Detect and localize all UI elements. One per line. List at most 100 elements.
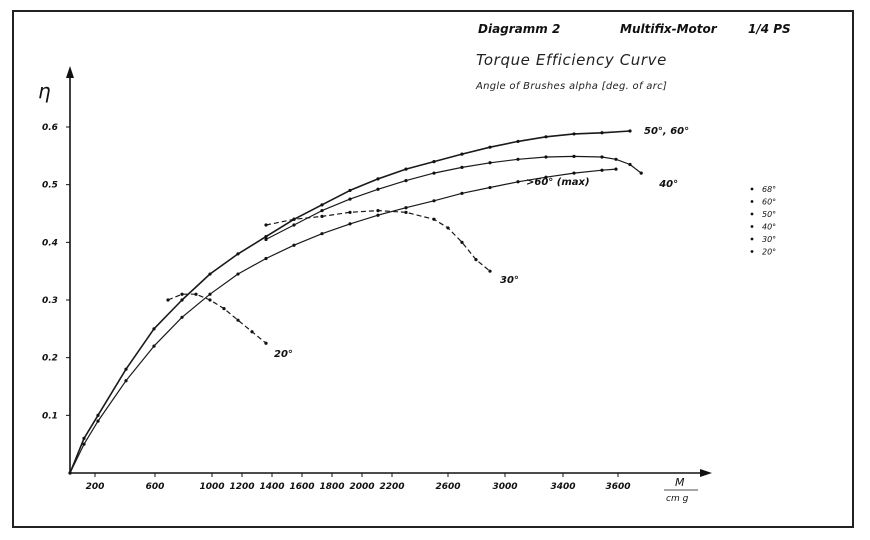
- data-point: [572, 154, 576, 159]
- legend-marker: [750, 212, 754, 216]
- curve-label: 30°: [500, 275, 519, 286]
- curve-line: [265, 210, 491, 272]
- legend-marker: [750, 187, 754, 191]
- chart-title: Torque Efficiency Curve: [476, 51, 667, 69]
- data-point: [348, 197, 352, 201]
- data-point: [348, 222, 352, 226]
- data-point: [544, 155, 548, 159]
- y-tick-label: 0.1: [42, 411, 58, 421]
- curve-line: [265, 155, 642, 240]
- data-point: [474, 258, 478, 262]
- x-tick-label: 2000: [349, 482, 374, 492]
- diagram-number: Diagramm 2: [478, 22, 561, 36]
- data-point: [488, 185, 492, 190]
- legend-item: 50°: [762, 210, 776, 219]
- x-tick-label: 1200: [229, 482, 254, 492]
- x-tick-label: 2200: [379, 482, 404, 492]
- x-tick-label: 1400: [259, 482, 284, 492]
- data-point: [516, 180, 520, 184]
- data-point: [446, 226, 450, 230]
- x-tick-label: 3000: [492, 482, 517, 492]
- data-point: [404, 210, 408, 214]
- data-point: [292, 223, 296, 227]
- data-point: [376, 209, 380, 213]
- data-point: [488, 145, 492, 149]
- legend-item: 40°: [762, 223, 776, 232]
- data-point: [404, 179, 408, 183]
- data-point: [208, 298, 212, 302]
- chart-frame: [12, 10, 854, 528]
- data-point: [544, 135, 548, 139]
- data-point: [82, 442, 86, 446]
- data-point: [180, 298, 184, 302]
- data-point: [376, 187, 380, 191]
- data-point: [222, 307, 226, 311]
- data-point: [180, 315, 184, 319]
- data-point: [264, 234, 268, 239]
- curve-line: [69, 130, 631, 474]
- data-point: [152, 344, 156, 348]
- x-tick-label: 1600: [289, 482, 314, 492]
- legend-marker: [750, 250, 754, 253]
- data-point: [236, 318, 240, 322]
- x-tick-label: 2600: [435, 482, 460, 492]
- data-point: [572, 171, 576, 175]
- y-tick-label: 0.3: [42, 296, 58, 306]
- data-point: [96, 413, 100, 417]
- legend-item: 20°: [762, 248, 776, 257]
- x-axis-unit: cm g: [666, 494, 689, 504]
- x-tick-label: 200: [86, 482, 105, 492]
- data-point: [292, 217, 296, 221]
- y-tick-label: 0.4: [42, 238, 58, 248]
- data-point: [208, 292, 212, 296]
- data-point: [124, 367, 128, 371]
- data-point: [320, 203, 324, 207]
- data-point: [236, 252, 240, 256]
- data-point: [460, 165, 464, 169]
- data-point: [236, 272, 240, 276]
- motor-power: 1/4 PS: [748, 22, 791, 36]
- data-point: [320, 232, 324, 236]
- data-point: [292, 243, 296, 247]
- data-point: [348, 188, 352, 193]
- chart-subtitle: Angle of Brushes alpha [deg. of arc]: [476, 81, 668, 92]
- x-tick-label: 3400: [550, 482, 575, 492]
- data-point: [96, 419, 100, 423]
- data-point: [600, 155, 604, 159]
- x-tick-label: 600: [146, 482, 165, 492]
- data-point: [250, 330, 254, 334]
- x-tick-label: 1000: [199, 482, 224, 492]
- data-point: [152, 327, 156, 331]
- y-tick-label: 0.6: [42, 123, 58, 133]
- data-point: [404, 167, 408, 171]
- data-point: [432, 159, 436, 164]
- data-point: [516, 157, 520, 161]
- legend: 68° 60° 50° 40° 30° 20°: [750, 185, 776, 257]
- legend-marker: [750, 225, 754, 228]
- data-point: [432, 171, 436, 175]
- data-point: [166, 298, 170, 302]
- axes: η M cm g: [38, 66, 712, 504]
- data-point: [600, 131, 604, 135]
- data-point: [600, 168, 604, 172]
- data-point: [124, 379, 128, 383]
- data-point: [68, 471, 72, 475]
- data-point: [628, 162, 632, 167]
- data-point: [376, 213, 380, 217]
- data-point: [376, 177, 380, 181]
- data-point: [488, 161, 492, 165]
- curves: [68, 129, 643, 475]
- data-point: [432, 199, 436, 203]
- data-point: [208, 272, 212, 276]
- data-point: [320, 209, 324, 213]
- x-axis-arrow: [700, 469, 712, 477]
- data-point: [404, 206, 408, 210]
- data-point: [264, 223, 268, 227]
- data-point: [264, 341, 268, 345]
- data-point: [516, 139, 520, 144]
- curve-line: [167, 293, 267, 344]
- curve-labels: 50°, 60° 40° >60° (max) 30° 20°: [274, 126, 689, 360]
- legend-item: 60°: [762, 198, 776, 207]
- data-point: [460, 152, 464, 156]
